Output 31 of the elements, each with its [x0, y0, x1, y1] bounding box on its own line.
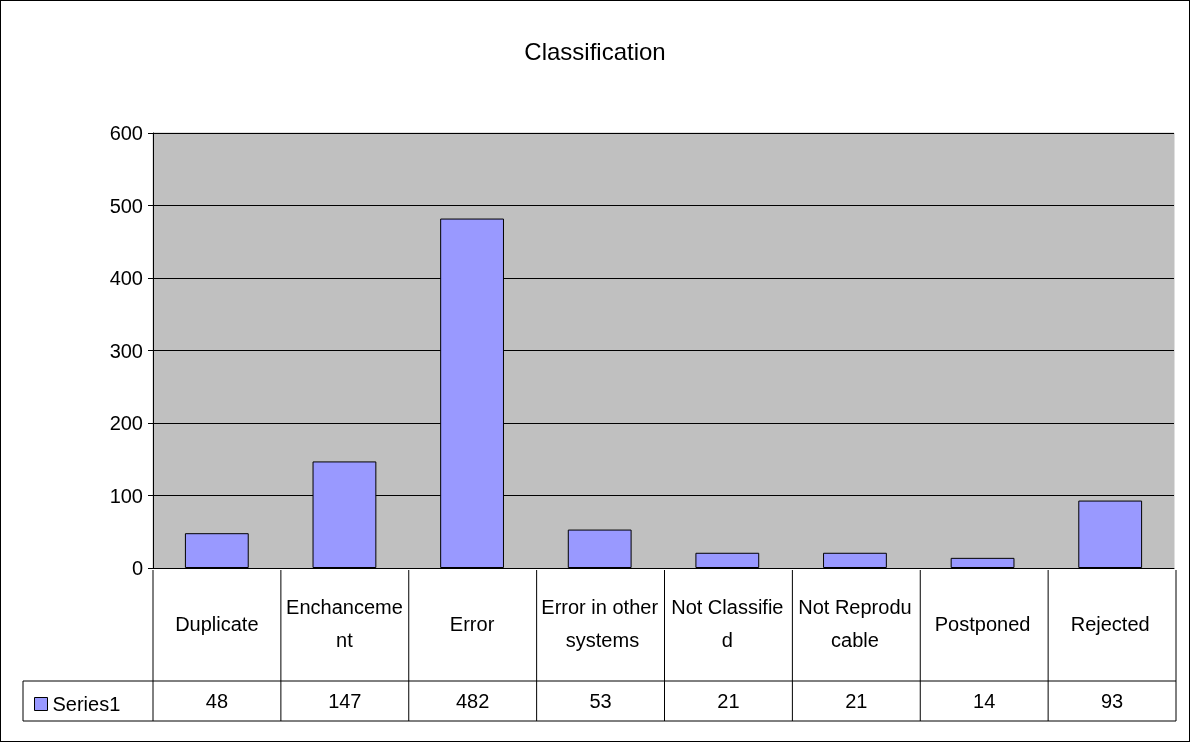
data-label: 48	[205, 690, 229, 712]
data-label: 482	[456, 690, 490, 712]
x-tick-label: Rejected	[1070, 612, 1150, 635]
data-label: 21	[845, 690, 868, 712]
data-label: 21	[717, 690, 740, 712]
data-label: 93	[1100, 690, 1124, 712]
y-tick-label: 300	[109, 339, 143, 362]
bar	[567, 529, 632, 568]
bar	[950, 557, 1015, 568]
chart-title: Classification	[524, 37, 666, 65]
data-label: 53	[589, 690, 612, 712]
y-tick-label: 200	[109, 412, 143, 434]
y-tick-label: 0	[131, 557, 143, 579]
x-tick-label: Not Reproducable	[798, 596, 912, 651]
y-tick-label: 500	[109, 194, 143, 217]
x-tick-label: Enchancement	[286, 596, 403, 651]
x-tick-label: Duplicate	[175, 612, 259, 635]
x-tick-label: Not Classified	[671, 596, 784, 651]
legend-label: Series1	[52, 693, 121, 715]
bar	[184, 533, 249, 568]
y-tick-label: 100	[109, 484, 143, 507]
y-tick-label: 400	[109, 267, 143, 289]
x-tick-label: Error in other systems	[541, 596, 659, 651]
bar	[1078, 500, 1143, 568]
x-tick-label: Error	[449, 612, 495, 635]
data-label: 147	[328, 690, 362, 712]
bar	[823, 552, 887, 568]
y-tick-label: 600	[109, 122, 143, 144]
data-label: 14	[973, 690, 996, 712]
bar	[695, 552, 760, 568]
x-tick-label: Postponed	[934, 612, 1031, 635]
